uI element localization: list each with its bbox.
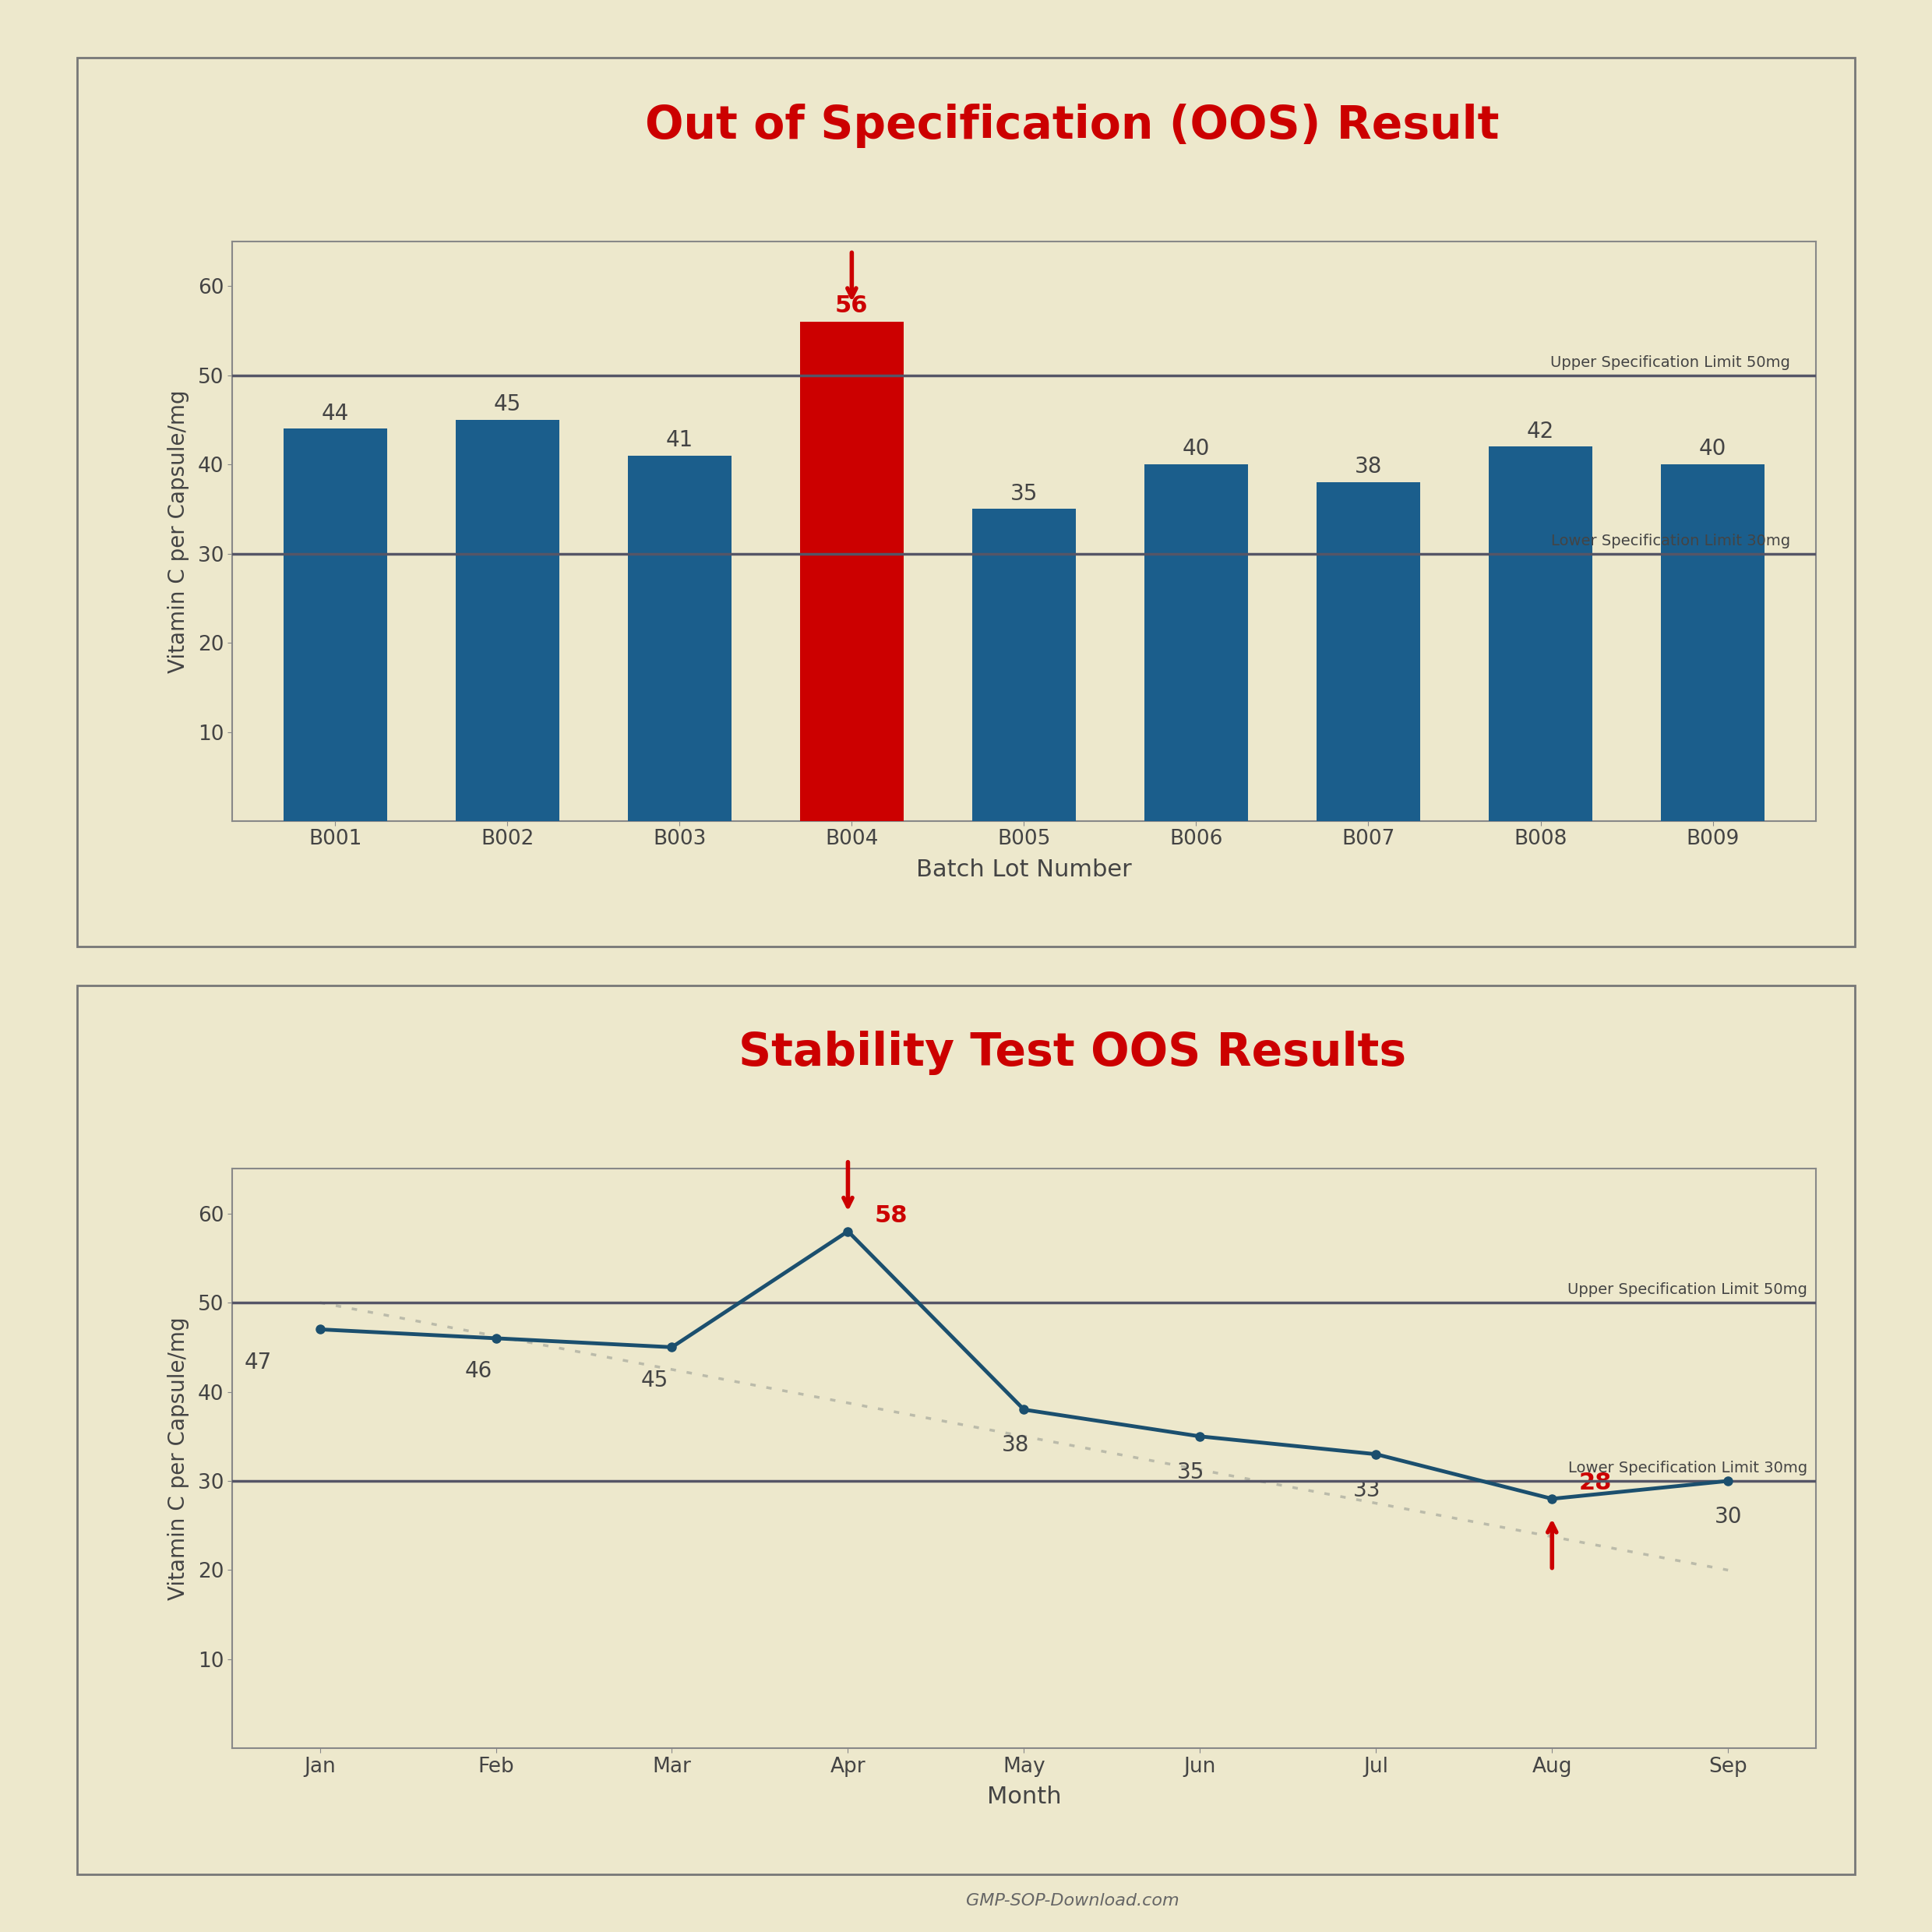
Bar bbox=[1318, 483, 1420, 821]
Bar bbox=[972, 508, 1076, 821]
Y-axis label: Vitamin C per Capsule/mg: Vitamin C per Capsule/mg bbox=[168, 390, 189, 672]
Text: 58: 58 bbox=[875, 1204, 908, 1227]
Text: 40: 40 bbox=[1182, 439, 1209, 460]
Text: 56: 56 bbox=[835, 296, 867, 317]
Bar bbox=[1144, 464, 1248, 821]
Text: 30: 30 bbox=[1714, 1505, 1743, 1528]
Text: 33: 33 bbox=[1354, 1480, 1381, 1501]
Text: GMP-SOP-Download.com: GMP-SOP-Download.com bbox=[966, 1893, 1179, 1909]
Bar bbox=[456, 419, 558, 821]
Text: 35: 35 bbox=[1177, 1461, 1206, 1484]
Text: Lower Specification Limit 30mg: Lower Specification Limit 30mg bbox=[1569, 1461, 1806, 1476]
Text: Upper Specification Limit 50mg: Upper Specification Limit 50mg bbox=[1567, 1283, 1806, 1296]
X-axis label: Month: Month bbox=[987, 1785, 1061, 1808]
Text: 44: 44 bbox=[321, 402, 350, 425]
Text: 35: 35 bbox=[1010, 483, 1037, 504]
X-axis label: Batch Lot Number: Batch Lot Number bbox=[916, 858, 1132, 881]
Y-axis label: Vitamin C per Capsule/mg: Vitamin C per Capsule/mg bbox=[168, 1318, 189, 1600]
Bar bbox=[284, 429, 386, 821]
Text: 47: 47 bbox=[245, 1352, 272, 1374]
Text: 38: 38 bbox=[1001, 1435, 1030, 1457]
Text: 41: 41 bbox=[667, 429, 694, 450]
Text: 40: 40 bbox=[1698, 439, 1727, 460]
Text: 28: 28 bbox=[1578, 1472, 1611, 1493]
Text: 46: 46 bbox=[464, 1360, 493, 1383]
Text: Upper Specification Limit 50mg: Upper Specification Limit 50mg bbox=[1549, 355, 1791, 369]
Bar bbox=[800, 323, 904, 821]
Text: 45: 45 bbox=[495, 394, 522, 415]
Bar bbox=[628, 456, 730, 821]
Bar bbox=[1490, 446, 1592, 821]
Text: Out of Specification (OOS) Result: Out of Specification (OOS) Result bbox=[645, 104, 1499, 147]
Bar bbox=[1662, 464, 1764, 821]
Text: 38: 38 bbox=[1354, 456, 1381, 477]
Text: 45: 45 bbox=[641, 1370, 668, 1391]
Text: Stability Test OOS Results: Stability Test OOS Results bbox=[738, 1032, 1406, 1074]
Text: Lower Specification Limit 30mg: Lower Specification Limit 30mg bbox=[1551, 533, 1791, 549]
Text: 42: 42 bbox=[1526, 421, 1553, 442]
